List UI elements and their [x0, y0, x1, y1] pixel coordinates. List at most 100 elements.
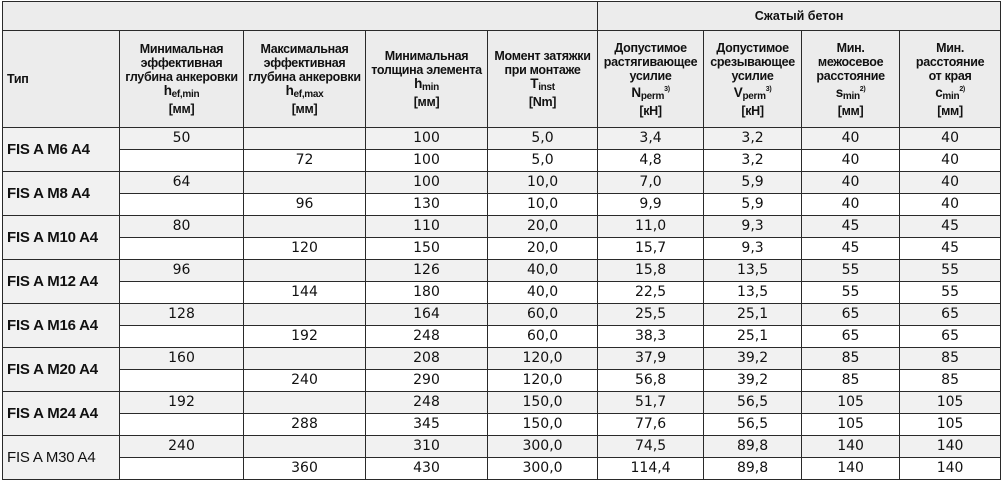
min-depth-cell: 96	[119, 259, 244, 282]
shear-cell: 89,8	[703, 457, 803, 480]
min-thickness-unit: [мм]	[413, 95, 440, 109]
shear-line2: срезывающее	[710, 54, 795, 69]
shear-cell: 39,2	[703, 347, 803, 370]
shear-unit: [кН]	[741, 103, 764, 118]
shear-cell: 13,5	[703, 259, 803, 282]
tension-unit: [кН]	[639, 103, 662, 118]
type-cell: FIS A M24 A4	[2, 391, 120, 436]
edge-cell: 40	[899, 193, 1001, 216]
min-thickness-cell: 248	[365, 325, 488, 348]
spacing-cell: 55	[801, 281, 901, 304]
tension-cell: 37,9	[597, 347, 705, 370]
min-thickness-sym: h	[414, 76, 423, 91]
table-row: FIS A M12 A4 96 126 40,0 15,8 13,5 55 55	[2, 259, 1001, 304]
tension-cell: 22,5	[597, 281, 705, 304]
min-thickness-cell: 100	[365, 171, 488, 194]
edge-cell: 140	[899, 435, 1001, 458]
col-header-shear: Допустимое срезывающее усилие Vperm3) [к…	[703, 30, 803, 128]
min-depth-sym: h	[163, 83, 172, 98]
min-depth-cell	[119, 281, 244, 304]
spacing-unit: [мм]	[837, 103, 864, 118]
header-top-row: Сжатый бетон	[1, 1, 1001, 31]
shear-sym: V	[733, 84, 743, 100]
max-depth-unit: [мм]	[291, 102, 318, 116]
spacing-cell: 85	[801, 347, 901, 370]
max-depth-cell	[243, 347, 366, 370]
edge-cell: 40	[899, 149, 1001, 172]
min-depth-line3: глубина анкеровки	[125, 70, 238, 84]
spacing-cell: 45	[801, 237, 901, 260]
table-row: 240 290 120,0 56,8 39,2 85 85	[3, 369, 1001, 392]
table-row: FIS A M24 A4 192 248 150,0 51,7 56,5 105 105	[2, 391, 1001, 436]
table-row: FIS A M20 A4 160 208 120,0 37,9 39,2 85 85	[2, 347, 1001, 392]
torque-cell: 60,0	[486, 325, 599, 348]
max-depth-cell: 360	[243, 457, 366, 480]
torque-unit: [Nm]	[528, 95, 557, 109]
spacing-sym: s	[835, 84, 844, 100]
torque-cell: 40,0	[486, 281, 599, 304]
shear-cell: 56,5	[703, 391, 803, 414]
max-depth-cell: 240	[243, 369, 366, 392]
col-header-min-thickness: Минимальная толщина элемента hmin [мм]	[365, 30, 488, 128]
min-thickness-cell: 164	[365, 303, 488, 326]
max-depth-sub: ef,max	[293, 89, 324, 100]
edge-unit: [мм]	[937, 103, 963, 118]
min-thickness-cell: 430	[365, 457, 488, 480]
edge-cell: 105	[899, 413, 1001, 436]
spacing-cell: 55	[801, 259, 901, 282]
table-row: 96 130 10,0 9,9 5,9 40 40	[3, 193, 1001, 216]
header-top-blank	[1, 1, 599, 31]
min-thickness-cell: 208	[365, 347, 488, 370]
min-depth-cell	[119, 369, 244, 392]
min-thickness-cell: 150	[365, 237, 488, 260]
min-depth-cell	[119, 325, 244, 348]
spacing-cell: 45	[801, 215, 901, 238]
tension-cell: 25,5	[597, 303, 705, 326]
table-row: 120 150 20,0 15,7 9,3 45 45	[3, 237, 1001, 260]
table-row: 72 100 5,0 4,8 3,2 40 40	[3, 149, 1001, 172]
min-thickness-cell: 290	[365, 369, 488, 392]
min-depth-cell: 240	[119, 435, 244, 458]
min-depth-cell: 64	[119, 171, 244, 194]
tension-sup: 3)	[664, 85, 670, 93]
spacing-cell: 105	[801, 413, 901, 436]
tension-sub: perm	[640, 90, 665, 102]
shear-cell: 9,3	[703, 215, 803, 238]
torque-cell: 120,0	[486, 347, 599, 370]
torque-cell: 5,0	[486, 149, 599, 172]
edge-cell: 140	[899, 457, 1001, 480]
max-depth-cell: 120	[243, 237, 366, 260]
tension-cell: 77,6	[597, 413, 705, 436]
min-depth-cell	[119, 237, 244, 260]
edge-cell: 55	[899, 281, 1001, 304]
min-depth-unit: [мм]	[168, 102, 195, 116]
spacing-line3: расстояние	[816, 68, 885, 83]
torque-line2: при монтаже	[504, 63, 581, 77]
torque-cell: 20,0	[486, 237, 599, 260]
col-header-type: Тип	[2, 30, 120, 128]
header-main-row: Тип Минимальная эффективная глубина анке…	[2, 30, 1001, 128]
max-depth-cell	[243, 171, 366, 194]
tension-cell: 15,7	[597, 237, 705, 260]
min-depth-sub: ef,min	[171, 89, 200, 100]
type-cell: FIS A M8 A4	[2, 171, 120, 216]
max-depth-cell: 288	[243, 413, 366, 436]
min-depth-symbol: hef,min	[121, 83, 243, 102]
min-depth-line2: эффективная	[140, 56, 223, 70]
type-cell: FIS A M10 A4	[2, 215, 120, 260]
edge-cell: 85	[899, 347, 1001, 370]
type-cell: FIS A M6 A4	[2, 127, 120, 172]
group-header-compressed-concrete: Сжатый бетон	[597, 1, 1001, 31]
col-header-tension: Допустимое растягивающее усилие Nperm3) …	[597, 30, 705, 128]
spacing-line1: Мин.	[836, 40, 865, 55]
edge-line2: расстояние	[915, 54, 985, 69]
min-thickness-sub: min	[422, 82, 439, 93]
torque-cell: 60,0	[486, 303, 599, 326]
min-thickness-cell: 180	[365, 281, 488, 304]
torque-cell: 300,0	[486, 435, 599, 458]
max-depth-symbol: hef,max	[245, 84, 365, 102]
torque-sym: T	[530, 76, 539, 91]
tension-cell: 15,8	[597, 259, 705, 282]
tension-cell: 4,8	[597, 149, 705, 172]
spacing-cell: 40	[801, 127, 901, 150]
